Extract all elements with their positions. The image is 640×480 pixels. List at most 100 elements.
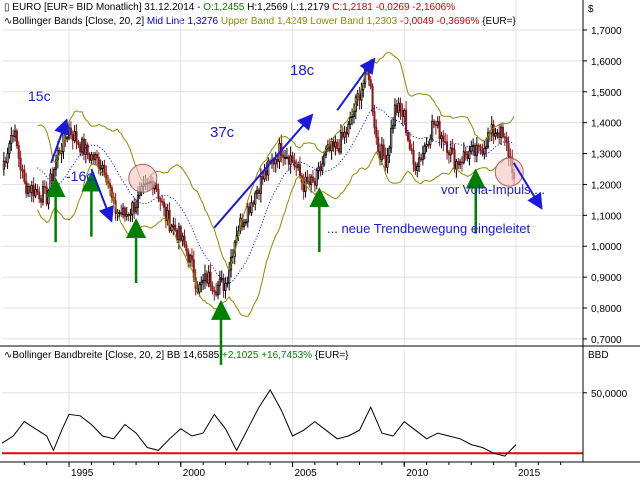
candle-body (434, 124, 437, 126)
candle-body (425, 143, 428, 147)
candle-body (99, 167, 102, 170)
candle-body (222, 277, 225, 291)
candle-body (503, 136, 506, 139)
candle-body (384, 155, 387, 168)
candle-body (121, 207, 125, 215)
candle-body (386, 154, 389, 168)
candle-body (162, 201, 166, 208)
candle-body (157, 189, 160, 199)
candle-body (438, 121, 441, 140)
candle-body (21, 169, 24, 172)
bollinger-bands (36, 52, 515, 317)
candle-body (69, 127, 72, 135)
ytick-label: 1,4000 (591, 119, 622, 130)
candle-body (382, 144, 385, 157)
candle-body (313, 180, 316, 186)
candle-body (218, 278, 221, 286)
candle-body (373, 111, 376, 128)
candle-body (81, 138, 84, 153)
candle-body (310, 176, 313, 185)
candle-body (334, 141, 337, 148)
blue-trend-arrow (90, 168, 114, 223)
candle-body (442, 135, 445, 143)
candle-body (168, 210, 171, 232)
annotation-18c: 18c (290, 62, 315, 79)
candle-body (501, 126, 504, 138)
candle-body (429, 138, 432, 146)
candle-body (408, 139, 411, 150)
eur-icon: ▯ (4, 2, 13, 13)
open-value: O:1,2455 (203, 2, 245, 13)
candle-body (351, 116, 354, 118)
candle-body (67, 127, 71, 139)
instrument-info: EURO [EUR= BID Monatlich] 31.12.2014 - (12, 2, 204, 13)
candle-body (436, 121, 439, 126)
candle-body (283, 156, 287, 159)
annotations: 15c -16c 37c 18c vor Vola-Impuls ... ...… (28, 62, 545, 236)
grid (2, 0, 583, 462)
sub-ytick-label: 50,0000 (591, 389, 628, 400)
candle-body (161, 200, 164, 203)
candle-body (79, 144, 82, 153)
candle-body (19, 157, 22, 171)
candle-body (103, 164, 106, 174)
candle-body (459, 161, 462, 166)
candle-body (25, 181, 28, 194)
mid-line-value: Mid Line 1,3276 (146, 16, 219, 27)
candle-body (375, 126, 378, 138)
candle-body (192, 259, 195, 279)
candle-body (267, 160, 270, 176)
annotation-vola: vor Vola-Impuls ... (441, 182, 545, 197)
candle-body (399, 102, 402, 112)
bandwidth-series (1, 388, 517, 457)
candle-body (187, 250, 190, 263)
candle-body (287, 156, 290, 165)
candle-body (252, 202, 255, 205)
ytick-label: 1,3000 (591, 150, 622, 161)
candle-body (285, 156, 288, 159)
candle-body (54, 159, 58, 170)
bandwidth-line (1, 388, 583, 457)
candle-body (492, 124, 495, 137)
candle-body (86, 144, 89, 156)
bollinger-name: Bollinger Bands [Close, 20, 2] (12, 16, 145, 27)
candle-body (34, 189, 37, 197)
bandwidth-change: +2,1025 +16,7453% (221, 350, 313, 361)
ytick-label: 1,5000 (591, 88, 622, 99)
band-symbol: {EUR=} (482, 16, 516, 27)
candle-body (32, 184, 35, 197)
candle-body (228, 269, 231, 284)
candle-body (349, 117, 352, 125)
candle-body (4, 160, 7, 164)
candle-body (483, 148, 486, 155)
candle-body (401, 110, 404, 117)
candle-body (216, 284, 220, 296)
annotation-trend: ... neue Trendbewegung eingeleitet (327, 221, 530, 236)
price-header-line2: ∿Bollinger Bands [Close, 20, 2] Mid Line… (4, 16, 516, 28)
candle-body (84, 144, 87, 155)
candle-body (468, 150, 471, 159)
annotation-minus-16c: -16c (66, 168, 93, 184)
candle-body (367, 70, 370, 81)
candle-body (256, 189, 259, 194)
candle-body (246, 206, 249, 223)
candle-body (298, 164, 302, 177)
xtick-label: 2015 (518, 468, 541, 479)
upper-band-line (37, 52, 515, 272)
highlight-circle (128, 163, 158, 193)
candle-body (466, 154, 469, 159)
candle-body (120, 211, 123, 215)
candle-body (17, 145, 20, 159)
candle-body (457, 161, 460, 166)
candle-body (414, 163, 417, 171)
candle-body (319, 166, 322, 171)
candle-body (159, 197, 162, 202)
candle-body (118, 211, 121, 214)
candle-body (339, 132, 342, 153)
candle-body (248, 206, 251, 214)
candle-body (477, 144, 480, 148)
candle-body (166, 210, 169, 222)
candle-body (395, 104, 398, 113)
candle-body (360, 89, 363, 101)
candle-body (75, 131, 78, 143)
